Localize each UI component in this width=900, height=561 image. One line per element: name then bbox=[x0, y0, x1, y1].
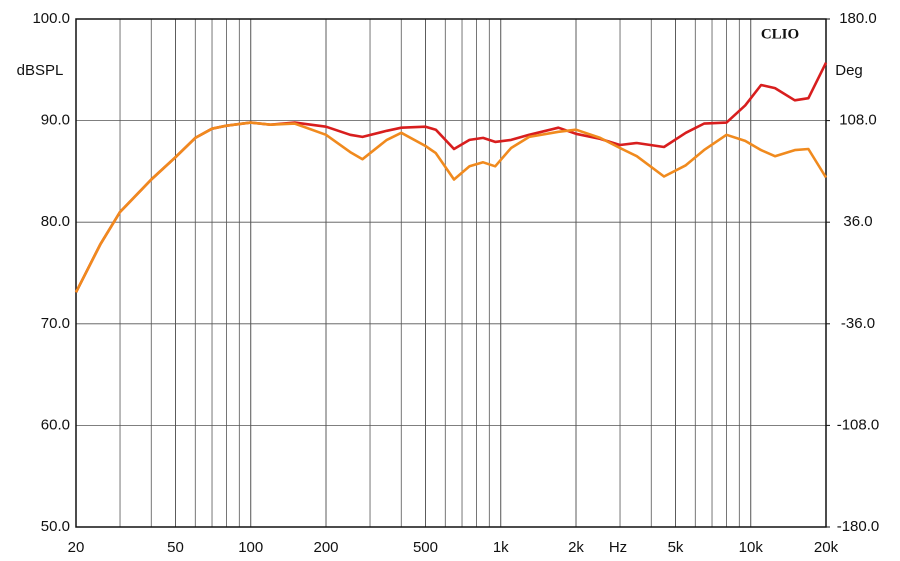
y2-tick-label: -180.0 bbox=[837, 518, 880, 535]
y-tick-label: 50.0 bbox=[41, 518, 70, 535]
y-tick-label: 60.0 bbox=[41, 416, 70, 433]
y2-tick-label: -36.0 bbox=[841, 315, 875, 332]
x-tick-label: 5k bbox=[668, 539, 684, 556]
plot-frame bbox=[75, 18, 827, 528]
y2-tick-label: -108.0 bbox=[837, 416, 880, 433]
series-line bbox=[74, 62, 828, 293]
y-tick-label: 80.0 bbox=[41, 213, 70, 230]
x-tick-label: 10k bbox=[739, 539, 764, 556]
y-tick-label: 90.0 bbox=[41, 112, 70, 129]
x-tick-label: 500 bbox=[413, 539, 438, 556]
x-tick-label: 2k bbox=[568, 539, 584, 556]
y2-tick-label: 36.0 bbox=[843, 213, 872, 230]
x-axis-label: Hz bbox=[609, 539, 627, 556]
x-tick-label: 20 bbox=[68, 539, 85, 556]
x-tick-label: 50 bbox=[167, 539, 184, 556]
x-tick-label: 20k bbox=[814, 539, 839, 556]
y-tick-label: 70.0 bbox=[41, 315, 70, 332]
y-axis-label: dBSPL bbox=[17, 62, 64, 79]
x-tick-label: 1k bbox=[493, 539, 509, 556]
series-line bbox=[74, 121, 828, 293]
y2-tick-label: 180.0 bbox=[839, 10, 877, 27]
y2-axis-label: Deg bbox=[835, 62, 863, 79]
y2-tick-label: 108.0 bbox=[839, 112, 877, 129]
x-tick-label: 200 bbox=[313, 539, 338, 556]
x-tick-label: 100 bbox=[238, 539, 263, 556]
y-tick-label: 100.0 bbox=[32, 10, 70, 27]
annotation: CLIO bbox=[761, 26, 799, 42]
